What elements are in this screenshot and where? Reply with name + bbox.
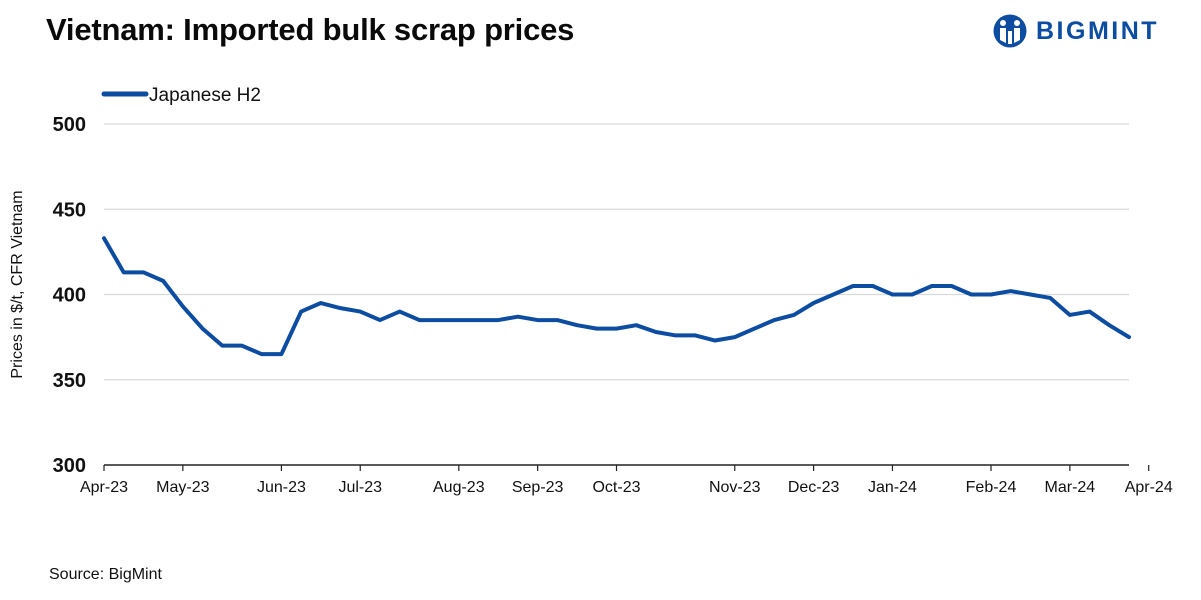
data-point <box>969 293 973 297</box>
data-point <box>1068 313 1072 317</box>
x-tick-label: Aug-23 <box>433 479 485 496</box>
x-tick-label: Apr-23 <box>80 479 128 496</box>
data-point <box>201 327 205 331</box>
data-point <box>279 352 283 356</box>
y-tick-label-350: 350 <box>53 370 86 392</box>
y-tick-label-450: 450 <box>53 199 86 221</box>
data-point <box>240 344 244 348</box>
legend-label: Japanese H2 <box>149 85 261 106</box>
data-point <box>752 327 756 331</box>
data-point <box>851 284 855 288</box>
data-point <box>299 310 303 314</box>
data-point <box>950 284 954 288</box>
data-point <box>674 333 678 337</box>
y-tick-label-500: 500 <box>53 114 86 136</box>
data-point <box>260 352 264 356</box>
data-point <box>1127 335 1131 339</box>
data-point <box>733 335 737 339</box>
data-point <box>398 310 402 314</box>
x-tick-label: Jan-24 <box>868 479 917 496</box>
x-tick-label: May-23 <box>156 479 209 496</box>
data-point <box>772 318 776 322</box>
data-point <box>358 310 362 314</box>
data-point <box>930 284 934 288</box>
data-point <box>693 333 697 337</box>
data-point <box>1028 293 1032 297</box>
data-point <box>141 270 145 274</box>
data-point <box>437 318 441 322</box>
data-point <box>220 344 224 348</box>
brand-logo: BIGMINT <box>992 12 1159 50</box>
series-line-japanese-h2 <box>102 236 1131 357</box>
data-point <box>378 318 382 322</box>
source-note: Source: BigMint <box>49 566 162 583</box>
x-tick-label: Oct-23 <box>592 479 640 496</box>
data-point <box>516 315 520 319</box>
x-tick-label: Jun-23 <box>257 479 306 496</box>
data-point <box>595 327 599 331</box>
data-point <box>536 318 540 322</box>
x-tick-label: Feb-24 <box>966 479 1017 496</box>
data-point <box>989 293 993 297</box>
bigmint-logo-icon <box>993 14 1027 48</box>
chart-title: Vietnam: Imported bulk scrap prices <box>46 12 575 47</box>
data-point <box>654 330 658 334</box>
x-tick-label: Jul-23 <box>338 479 382 496</box>
data-point <box>477 318 481 322</box>
data-point <box>457 318 461 322</box>
data-point <box>890 293 894 297</box>
y-tick-label-400: 400 <box>53 285 86 307</box>
x-tick-label: Dec-23 <box>788 479 840 496</box>
data-point <box>871 284 875 288</box>
data-point <box>1088 310 1092 314</box>
data-point <box>161 279 165 283</box>
data-point <box>555 318 559 322</box>
data-point <box>102 236 106 240</box>
data-point <box>812 301 816 305</box>
data-point <box>575 323 579 327</box>
data-point <box>1048 296 1052 300</box>
data-point <box>417 318 421 322</box>
brand-name: BIGMINT <box>1036 16 1160 45</box>
data-point <box>1009 289 1013 293</box>
x-tick-label: Mar-24 <box>1045 479 1096 496</box>
data-point <box>122 270 126 274</box>
x-tick-label: Nov-23 <box>709 479 761 496</box>
data-point <box>634 323 638 327</box>
x-tick-label: Sep-23 <box>512 479 564 496</box>
data-point <box>1107 323 1111 327</box>
data-point <box>713 339 717 343</box>
data-point <box>910 293 914 297</box>
y-axis-title: Prices in $/t, CFR Vietnam <box>9 190 26 378</box>
data-point <box>615 327 619 331</box>
data-point <box>496 318 500 322</box>
data-point <box>792 313 796 317</box>
data-point <box>319 301 323 305</box>
data-point <box>831 293 835 297</box>
x-tick-label: Apr-24 <box>1125 479 1173 496</box>
data-point <box>181 304 185 308</box>
data-point <box>339 306 343 310</box>
y-tick-label-300: 300 <box>53 455 86 477</box>
